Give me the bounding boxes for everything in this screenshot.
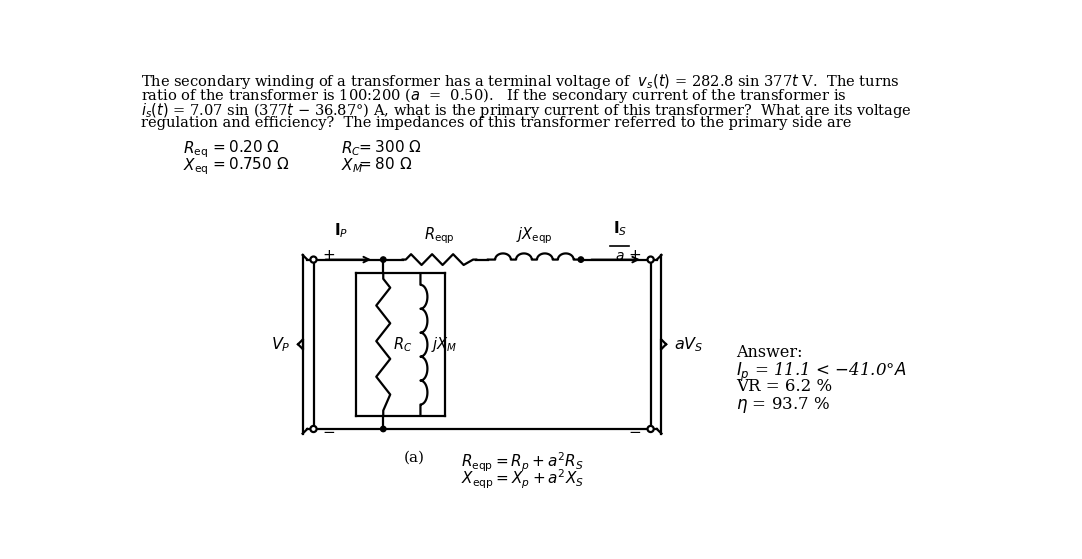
Text: $aV_S$: $aV_S$ [674, 335, 703, 354]
Circle shape [311, 257, 317, 263]
Text: +: + [629, 248, 642, 263]
Circle shape [578, 257, 583, 262]
Circle shape [647, 426, 654, 432]
Text: $= 300\ \Omega$: $= 300\ \Omega$ [356, 139, 422, 155]
Text: $\mathbf{I}_S$: $\mathbf{I}_S$ [612, 219, 626, 238]
Text: (a): (a) [404, 451, 425, 465]
Circle shape [311, 426, 317, 432]
Text: The secondary winding of a transformer has a terminal voltage of  $v_s(t)$ = 282: The secondary winding of a transformer h… [142, 72, 900, 91]
Text: VR = 6.2 %: VR = 6.2 % [736, 378, 832, 395]
Text: $\eta$ = 93.7 %: $\eta$ = 93.7 % [736, 395, 830, 415]
Text: $R_{\rm eqp}$: $R_{\rm eqp}$ [424, 225, 454, 246]
Text: $X_{\rm eqp} = X_p + a^2X_S$: $X_{\rm eqp} = X_p + a^2X_S$ [461, 467, 583, 491]
Text: $a$: $a$ [615, 249, 624, 263]
Text: $R_{\rm eq}$: $R_{\rm eq}$ [183, 139, 209, 160]
Text: $R_C$: $R_C$ [341, 139, 360, 158]
Text: $i_s(t)$ = 7.07 sin (377$t$ − 36.87°) A, what is the primary current of this tra: $i_s(t)$ = 7.07 sin (377$t$ − 36.87°) A,… [142, 101, 912, 120]
Text: regulation and efficiency?  The impedances of this transformer referred to the p: regulation and efficiency? The impedance… [142, 116, 852, 130]
Text: $R_{\rm eqp} = R_p + a^2R_S$: $R_{\rm eqp} = R_p + a^2R_S$ [461, 451, 583, 474]
Circle shape [381, 427, 386, 432]
Circle shape [381, 257, 386, 262]
Text: $X_{\rm eq}$: $X_{\rm eq}$ [183, 157, 209, 177]
Text: $X_M$: $X_M$ [341, 157, 362, 175]
Text: $= 80\ \Omega$: $= 80\ \Omega$ [356, 157, 412, 172]
Text: Answer:: Answer: [736, 344, 803, 361]
Text: $R_C$: $R_C$ [394, 335, 412, 354]
Text: ratio of the transformer is 100:200 ($a$  =  0.50).   If the secondary current o: ratio of the transformer is 100:200 ($a$… [142, 86, 847, 105]
Text: $= 0.750\ \Omega$: $= 0.750\ \Omega$ [210, 157, 290, 172]
Text: +: + [322, 248, 335, 263]
Text: −: − [629, 425, 642, 440]
Text: $= 0.20\ \Omega$: $= 0.20\ \Omega$ [210, 139, 280, 155]
Text: $I_p$ = 11.1 < $-$41.0°$A$: $I_p$ = 11.1 < $-$41.0°$A$ [736, 361, 906, 385]
Text: $\mathbf{I}_P$: $\mathbf{I}_P$ [333, 221, 347, 240]
Text: $V_P$: $V_P$ [270, 335, 290, 354]
Text: $jX_M$: $jX_M$ [432, 335, 458, 354]
Text: $jX_{\rm eqp}$: $jX_{\rm eqp}$ [516, 225, 553, 246]
Text: −: − [322, 425, 335, 440]
Circle shape [647, 257, 654, 263]
